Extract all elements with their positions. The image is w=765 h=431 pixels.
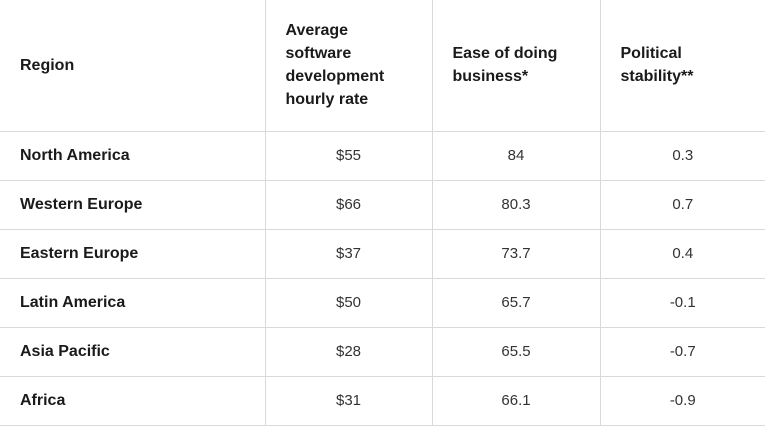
value-cell: -0.1 bbox=[599, 277, 765, 328]
table-body: North America $55 84 0.3 Western Europe $66 80… bbox=[0, 130, 765, 426]
value-cell: -0.9 bbox=[599, 375, 765, 426]
value-cell: 66.1 bbox=[431, 375, 601, 426]
value-cell: 0.4 bbox=[599, 228, 765, 279]
value-cell: 84 bbox=[431, 130, 601, 181]
region-cell: Latin America bbox=[0, 277, 266, 328]
table-row: Africa $31 66.1 -0.9 bbox=[0, 375, 765, 426]
value-cell: 0.7 bbox=[599, 179, 765, 230]
header-cell: Region bbox=[0, 0, 266, 132]
value-cell: $55 bbox=[264, 130, 433, 181]
table-row: North America $55 84 0.3 bbox=[0, 130, 765, 181]
value-cell: 0.3 bbox=[599, 130, 765, 181]
table-row: Latin America $50 65.7 -0.1 bbox=[0, 277, 765, 328]
header-row: Region Average software development hourl… bbox=[0, 0, 765, 132]
region-cell: Asia Pacific bbox=[0, 326, 266, 377]
value-cell: 65.5 bbox=[431, 326, 601, 377]
value-cell: -0.7 bbox=[599, 326, 765, 377]
table-row: Asia Pacific $28 65.5 -0.7 bbox=[0, 326, 765, 377]
table-row: Western Europe $66 80.3 0.7 bbox=[0, 179, 765, 230]
value-cell: $37 bbox=[264, 228, 433, 279]
value-cell: $66 bbox=[264, 179, 433, 230]
value-cell: $50 bbox=[264, 277, 433, 328]
value-cell: 73.7 bbox=[431, 228, 601, 279]
table-row: Eastern Europe $37 73.7 0.4 bbox=[0, 228, 765, 279]
value-cell: 65.7 bbox=[431, 277, 601, 328]
header-cell: Ease of doing business* bbox=[431, 0, 601, 132]
header-cell: Political stability** bbox=[599, 0, 765, 132]
header-cell: Average software development hourly rate bbox=[264, 0, 433, 132]
region-cell: Africa bbox=[0, 375, 266, 426]
table-head: Region Average software development hourl… bbox=[0, 0, 765, 132]
value-cell: 80.3 bbox=[431, 179, 601, 230]
value-cell: $28 bbox=[264, 326, 433, 377]
region-cell: Eastern Europe bbox=[0, 228, 266, 279]
region-cell: North America bbox=[0, 130, 266, 181]
region-cell: Western Europe bbox=[0, 179, 266, 230]
value-cell: $31 bbox=[264, 375, 433, 426]
